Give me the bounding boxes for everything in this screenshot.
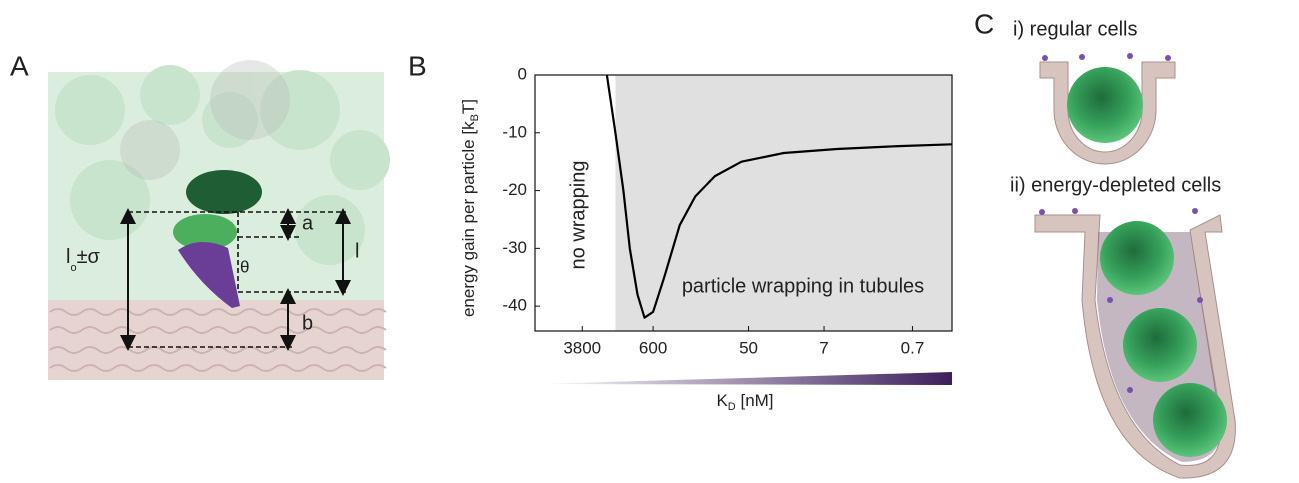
panel-b: B 0 -10 -20 -30 -40 3800 600 50 7 0.7 energy gain …: [408, 50, 953, 413]
panel-letter: B: [408, 50, 427, 81]
y-tick-label: -20: [502, 180, 527, 199]
x-tick-label: 600: [639, 338, 667, 357]
label-theta: θ: [240, 257, 249, 276]
caption: ii) energy-depleted cells: [1010, 174, 1221, 196]
y-tick-label: 0: [518, 64, 527, 83]
x-tick-label: 7: [819, 338, 828, 357]
annotation: particle wrapping in tubules: [682, 275, 924, 297]
depleted-cell: [1034, 208, 1236, 479]
plot-frame: [534, 74, 953, 332]
caption: i) regular cells: [1013, 18, 1137, 40]
y-axis-label-part: energy gain per particle [k: [459, 121, 478, 317]
y-tick-label: -40: [502, 296, 527, 315]
membrane: [48, 300, 384, 380]
label-l0: lo±σ: [66, 246, 101, 274]
x-axis-label: KD [nM]: [716, 391, 773, 412]
antibody: [173, 170, 262, 308]
label-l: l: [355, 240, 359, 262]
regular-cell: [1039, 53, 1176, 165]
label-b: b: [302, 312, 313, 334]
panel-c: C i) regular cells ii) energy-depleted c…: [974, 8, 1236, 479]
shaded-region: [615, 75, 952, 331]
x-axis-label-part: [nM]: [736, 391, 774, 410]
dimension-lines: [120, 208, 351, 351]
y-axis-label-part: T]: [459, 99, 478, 114]
x-axis-label-part: K: [716, 391, 728, 410]
y-axis-label-part: B: [469, 114, 481, 121]
y-tick-label: -30: [502, 238, 527, 257]
panel-a: A a l θ b lo±σ: [10, 50, 390, 380]
kd-gradient: [537, 372, 952, 385]
annotation: no wrapping: [567, 161, 589, 270]
curve: [605, 74, 953, 319]
y-tick-label: -10: [502, 122, 527, 141]
x-tick-label: 3800: [563, 338, 601, 357]
y-axis-label: energy gain per particle [kBT]: [459, 99, 480, 317]
x-axis-label-part: D: [728, 401, 736, 413]
panel-letter: C: [974, 8, 994, 39]
label-a: a: [302, 212, 314, 234]
x-tick-label: 50: [739, 338, 758, 357]
x-tick-label: 0.7: [901, 338, 925, 357]
panel-letter: A: [10, 50, 29, 81]
